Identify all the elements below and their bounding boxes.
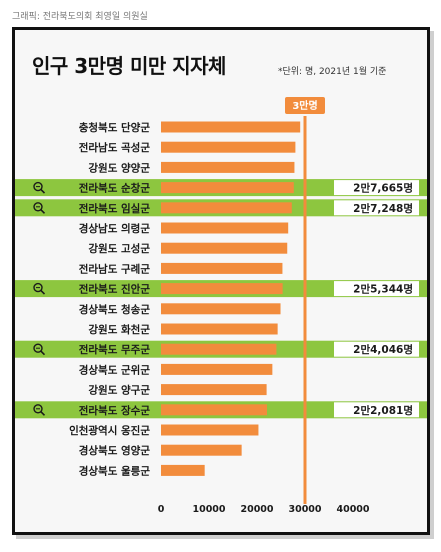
- bar: [161, 182, 294, 194]
- reference-badge: [285, 97, 325, 114]
- category-label: 전라북도 진안군: [79, 283, 151, 296]
- category-label: 인천광역시 옹진군: [69, 424, 150, 437]
- category-label: 전라북도 순창군: [79, 182, 151, 195]
- value-label-box: [334, 281, 419, 297]
- category-label: 전라남도 곡성군: [79, 141, 151, 154]
- value-label: 2만5,344명: [353, 283, 413, 296]
- bar: [161, 303, 281, 315]
- bar: [161, 384, 267, 396]
- value-label-box: [334, 402, 419, 418]
- unit-note: *단위: 명, 2021년 1월 기준: [278, 67, 387, 77]
- category-label: 경상북도 영양군: [79, 444, 151, 457]
- magnifier-icon: [33, 404, 46, 416]
- bar: [161, 343, 277, 355]
- bar: [161, 424, 259, 436]
- x-tick-label: 30000: [288, 504, 321, 515]
- value-label: 2만7,248명: [353, 202, 413, 215]
- credit-text: 그래픽: 전라북도의회 최영일 의원실: [12, 12, 148, 22]
- bar: [161, 161, 295, 173]
- value-label-box: [334, 341, 419, 357]
- category-label: 전라북도 장수군: [79, 404, 151, 417]
- magnifier-icon: [33, 343, 46, 356]
- category-label: 강원도 고성군: [88, 242, 150, 255]
- value-label: 2만2,081명: [353, 404, 413, 417]
- bar: [161, 283, 283, 295]
- category-label: 경상남도 의령군: [79, 222, 151, 235]
- bar: [161, 222, 289, 234]
- x-tick-label: 40000: [336, 504, 369, 515]
- x-tick-label: 20000: [240, 504, 273, 515]
- bar: [161, 121, 301, 133]
- reference-label: 3만명: [292, 99, 317, 112]
- magnifier-icon: [33, 202, 46, 214]
- bar: [161, 444, 242, 456]
- category-label: 전라남도 구례군: [79, 262, 151, 275]
- bar: [161, 323, 278, 335]
- value-label: 2만7,665명: [353, 182, 413, 195]
- category-label: 강원도 양구군: [88, 384, 150, 397]
- value-label-box: [334, 180, 419, 196]
- magnifier-icon: [33, 181, 46, 194]
- category-label: 강원도 화천군: [88, 323, 150, 336]
- x-tick-label: 0: [158, 504, 165, 515]
- category-label: 경상북도 군위군: [79, 363, 151, 376]
- magnifier-icon: [33, 282, 46, 295]
- bar: [161, 262, 283, 274]
- category-label: 강원도 양양군: [88, 161, 150, 174]
- value-label-box: [334, 200, 419, 216]
- category-label: 경상북도 청송군: [79, 303, 151, 316]
- category-label: 충청북도 단양군: [79, 121, 151, 134]
- category-label: 전라북도 임실군: [79, 202, 151, 215]
- bar: [161, 404, 267, 416]
- bar: [161, 141, 296, 153]
- bar: [161, 464, 205, 476]
- category-label: 경상북도 울릉군: [79, 464, 151, 477]
- category-label: 전라북도 무주군: [79, 343, 151, 356]
- value-label: 2만4,046명: [353, 343, 413, 356]
- chart-title: 인구 3만명 미만 지자체: [32, 54, 226, 78]
- x-tick-label: 10000: [192, 504, 225, 515]
- bar: [161, 202, 292, 214]
- bar: [161, 363, 273, 375]
- bar: [161, 242, 288, 254]
